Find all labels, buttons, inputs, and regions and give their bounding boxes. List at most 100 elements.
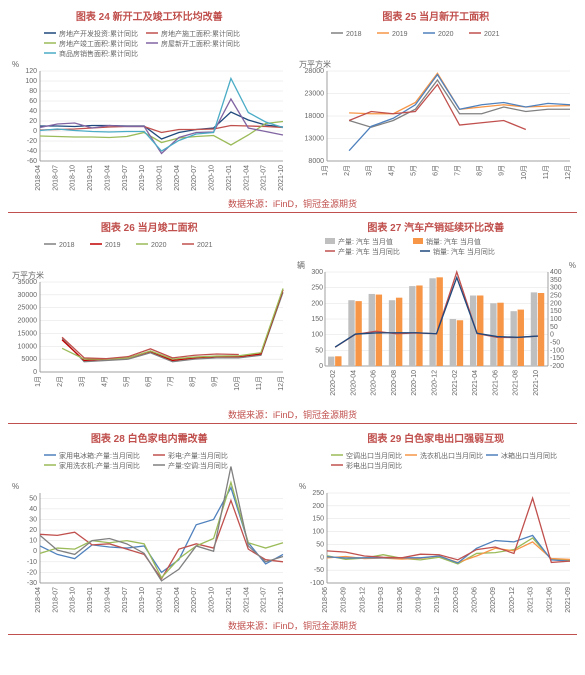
svg-text:2020-06: 2020-06 <box>471 587 478 613</box>
svg-text:销量: 汽车 当月值: 销量: 汽车 当月值 <box>426 237 481 246</box>
svg-text:2020-10: 2020-10 <box>411 370 418 396</box>
panel-chart27: 图表 27 汽车产销延续环比改善 050100150200250300-200-… <box>295 219 578 406</box>
svg-text:40: 40 <box>29 506 37 513</box>
svg-text:2019-03: 2019-03 <box>378 587 385 613</box>
svg-text:7月: 7月 <box>453 165 461 176</box>
svg-text:房地产施工面积:累计同比: 房地产施工面积:累计同比 <box>161 29 240 38</box>
svg-text:12月: 12月 <box>277 376 285 391</box>
svg-text:150: 150 <box>550 308 562 315</box>
svg-text:洗衣机出口当月同比: 洗衣机出口当月同比 <box>420 451 483 460</box>
chart24-title: 图表 24 新开工及竣工环比均改善 <box>8 8 291 23</box>
svg-text:4月: 4月 <box>387 165 395 176</box>
svg-text:2018: 2018 <box>346 31 362 38</box>
svg-text:%: % <box>568 261 575 270</box>
svg-text:-30: -30 <box>27 580 37 587</box>
svg-text:2021-04: 2021-04 <box>472 370 479 396</box>
svg-text:家用电冰箱:产量:当月同比: 家用电冰箱:产量:当月同比 <box>59 451 140 460</box>
svg-text:5月: 5月 <box>122 376 130 387</box>
svg-text:2018-09: 2018-09 <box>340 587 347 613</box>
svg-text:2019: 2019 <box>392 31 408 38</box>
svg-text:2018-12: 2018-12 <box>359 587 366 613</box>
svg-text:4月: 4月 <box>100 376 108 387</box>
svg-text:2020-03: 2020-03 <box>452 587 459 613</box>
svg-text:2020-04: 2020-04 <box>174 587 181 613</box>
svg-text:产量:空调:当月同比: 产量:空调:当月同比 <box>168 461 228 470</box>
svg-text:50: 50 <box>29 495 37 502</box>
svg-text:2020: 2020 <box>438 31 454 38</box>
svg-text:60: 60 <box>29 98 37 105</box>
svg-text:-10: -10 <box>27 559 37 566</box>
svg-text:9月: 9月 <box>211 376 219 387</box>
svg-text:2021-08: 2021-08 <box>512 370 519 396</box>
svg-text:120: 120 <box>25 68 37 75</box>
svg-text:20000: 20000 <box>18 318 38 325</box>
svg-text:房地产竣工面积:累计同比: 房地产竣工面积:累计同比 <box>59 39 138 48</box>
svg-text:2020-10: 2020-10 <box>209 165 216 191</box>
svg-text:2021-07: 2021-07 <box>261 165 268 191</box>
svg-text:2019-09: 2019-09 <box>415 587 422 613</box>
svg-text:2020-10: 2020-10 <box>209 587 216 613</box>
svg-text:6月: 6月 <box>431 165 439 176</box>
svg-text:6月: 6月 <box>144 376 152 387</box>
svg-text:2021-07: 2021-07 <box>261 587 268 613</box>
svg-text:商品房销售面积:累计同比: 商品房销售面积:累计同比 <box>59 49 138 58</box>
svg-text:-40: -40 <box>27 148 37 155</box>
svg-text:2018-04: 2018-04 <box>35 165 42 191</box>
chart26-title: 图表 26 当月竣工面积 <box>8 219 291 234</box>
svg-text:万平方米: 万平方米 <box>299 59 331 69</box>
svg-text:2021-10: 2021-10 <box>532 370 539 396</box>
svg-text:8月: 8月 <box>189 376 197 387</box>
svg-text:18000: 18000 <box>304 113 324 120</box>
svg-text:35000: 35000 <box>18 279 38 286</box>
svg-text:2019-01: 2019-01 <box>87 587 94 613</box>
svg-text:2019-01: 2019-01 <box>87 165 94 191</box>
svg-text:2020-01: 2020-01 <box>157 587 164 613</box>
svg-text:-50: -50 <box>550 340 560 347</box>
chart29-title: 图表 29 白色家电出口强弱互现 <box>295 430 578 445</box>
svg-text:28000: 28000 <box>304 68 324 75</box>
svg-text:300: 300 <box>550 285 562 292</box>
svg-text:10000: 10000 <box>18 343 38 350</box>
svg-text:-150: -150 <box>550 355 564 362</box>
svg-text:15000: 15000 <box>18 330 38 337</box>
svg-text:房屋新开工面积:累计同比: 房屋新开工面积:累计同比 <box>161 39 240 48</box>
chart25-box: 8000130001800023000280001月2月3月4月5月6月7月8月… <box>295 25 578 195</box>
svg-text:2021: 2021 <box>197 242 213 249</box>
panel-chart29: 图表 29 白色家电出口强弱互现 -100-500501001502002502… <box>295 430 578 617</box>
svg-text:-20: -20 <box>27 569 37 576</box>
svg-text:300: 300 <box>311 269 323 276</box>
svg-text:2020-12: 2020-12 <box>431 370 438 396</box>
svg-text:产量: 汽车 当月同比: 产量: 汽车 当月同比 <box>338 247 400 256</box>
chart27-title: 图表 27 汽车产销延续环比改善 <box>295 219 578 234</box>
svg-text:100: 100 <box>550 316 562 323</box>
svg-text:2020-04: 2020-04 <box>350 370 357 396</box>
svg-text:2019-04: 2019-04 <box>104 587 111 613</box>
svg-text:2月: 2月 <box>56 376 64 387</box>
svg-text:30: 30 <box>29 516 37 523</box>
svg-text:0: 0 <box>319 363 323 370</box>
svg-text:80: 80 <box>29 88 37 95</box>
svg-text:2018-07: 2018-07 <box>52 165 59 191</box>
svg-text:2020-02: 2020-02 <box>330 370 337 396</box>
svg-text:2019-04: 2019-04 <box>104 165 111 191</box>
svg-text:100: 100 <box>25 78 37 85</box>
svg-text:400: 400 <box>550 269 562 276</box>
svg-text:2020-08: 2020-08 <box>390 370 397 396</box>
svg-text:9月: 9月 <box>497 165 505 176</box>
svg-text:2020: 2020 <box>151 242 167 249</box>
svg-text:-20: -20 <box>27 138 37 145</box>
svg-text:250: 250 <box>550 293 562 300</box>
svg-text:12月: 12月 <box>564 165 572 180</box>
svg-text:10月: 10月 <box>233 376 241 391</box>
svg-text:350: 350 <box>550 277 562 284</box>
svg-text:5月: 5月 <box>409 165 417 176</box>
svg-text:销量: 汽车 当月同比: 销量: 汽车 当月同比 <box>433 247 495 256</box>
panel-chart28: 图表 28 白色家电内需改善 -30-20-10010203040502018-… <box>8 430 291 617</box>
svg-text:-60: -60 <box>27 158 37 165</box>
svg-text:150: 150 <box>311 316 323 323</box>
svg-text:2021-01: 2021-01 <box>226 165 233 191</box>
panel-chart24: 图表 24 新开工及竣工环比均改善 -60-40-200204060801001… <box>8 8 291 195</box>
svg-text:10: 10 <box>29 538 37 545</box>
svg-text:-200: -200 <box>550 363 564 370</box>
svg-text:-50: -50 <box>313 567 323 574</box>
